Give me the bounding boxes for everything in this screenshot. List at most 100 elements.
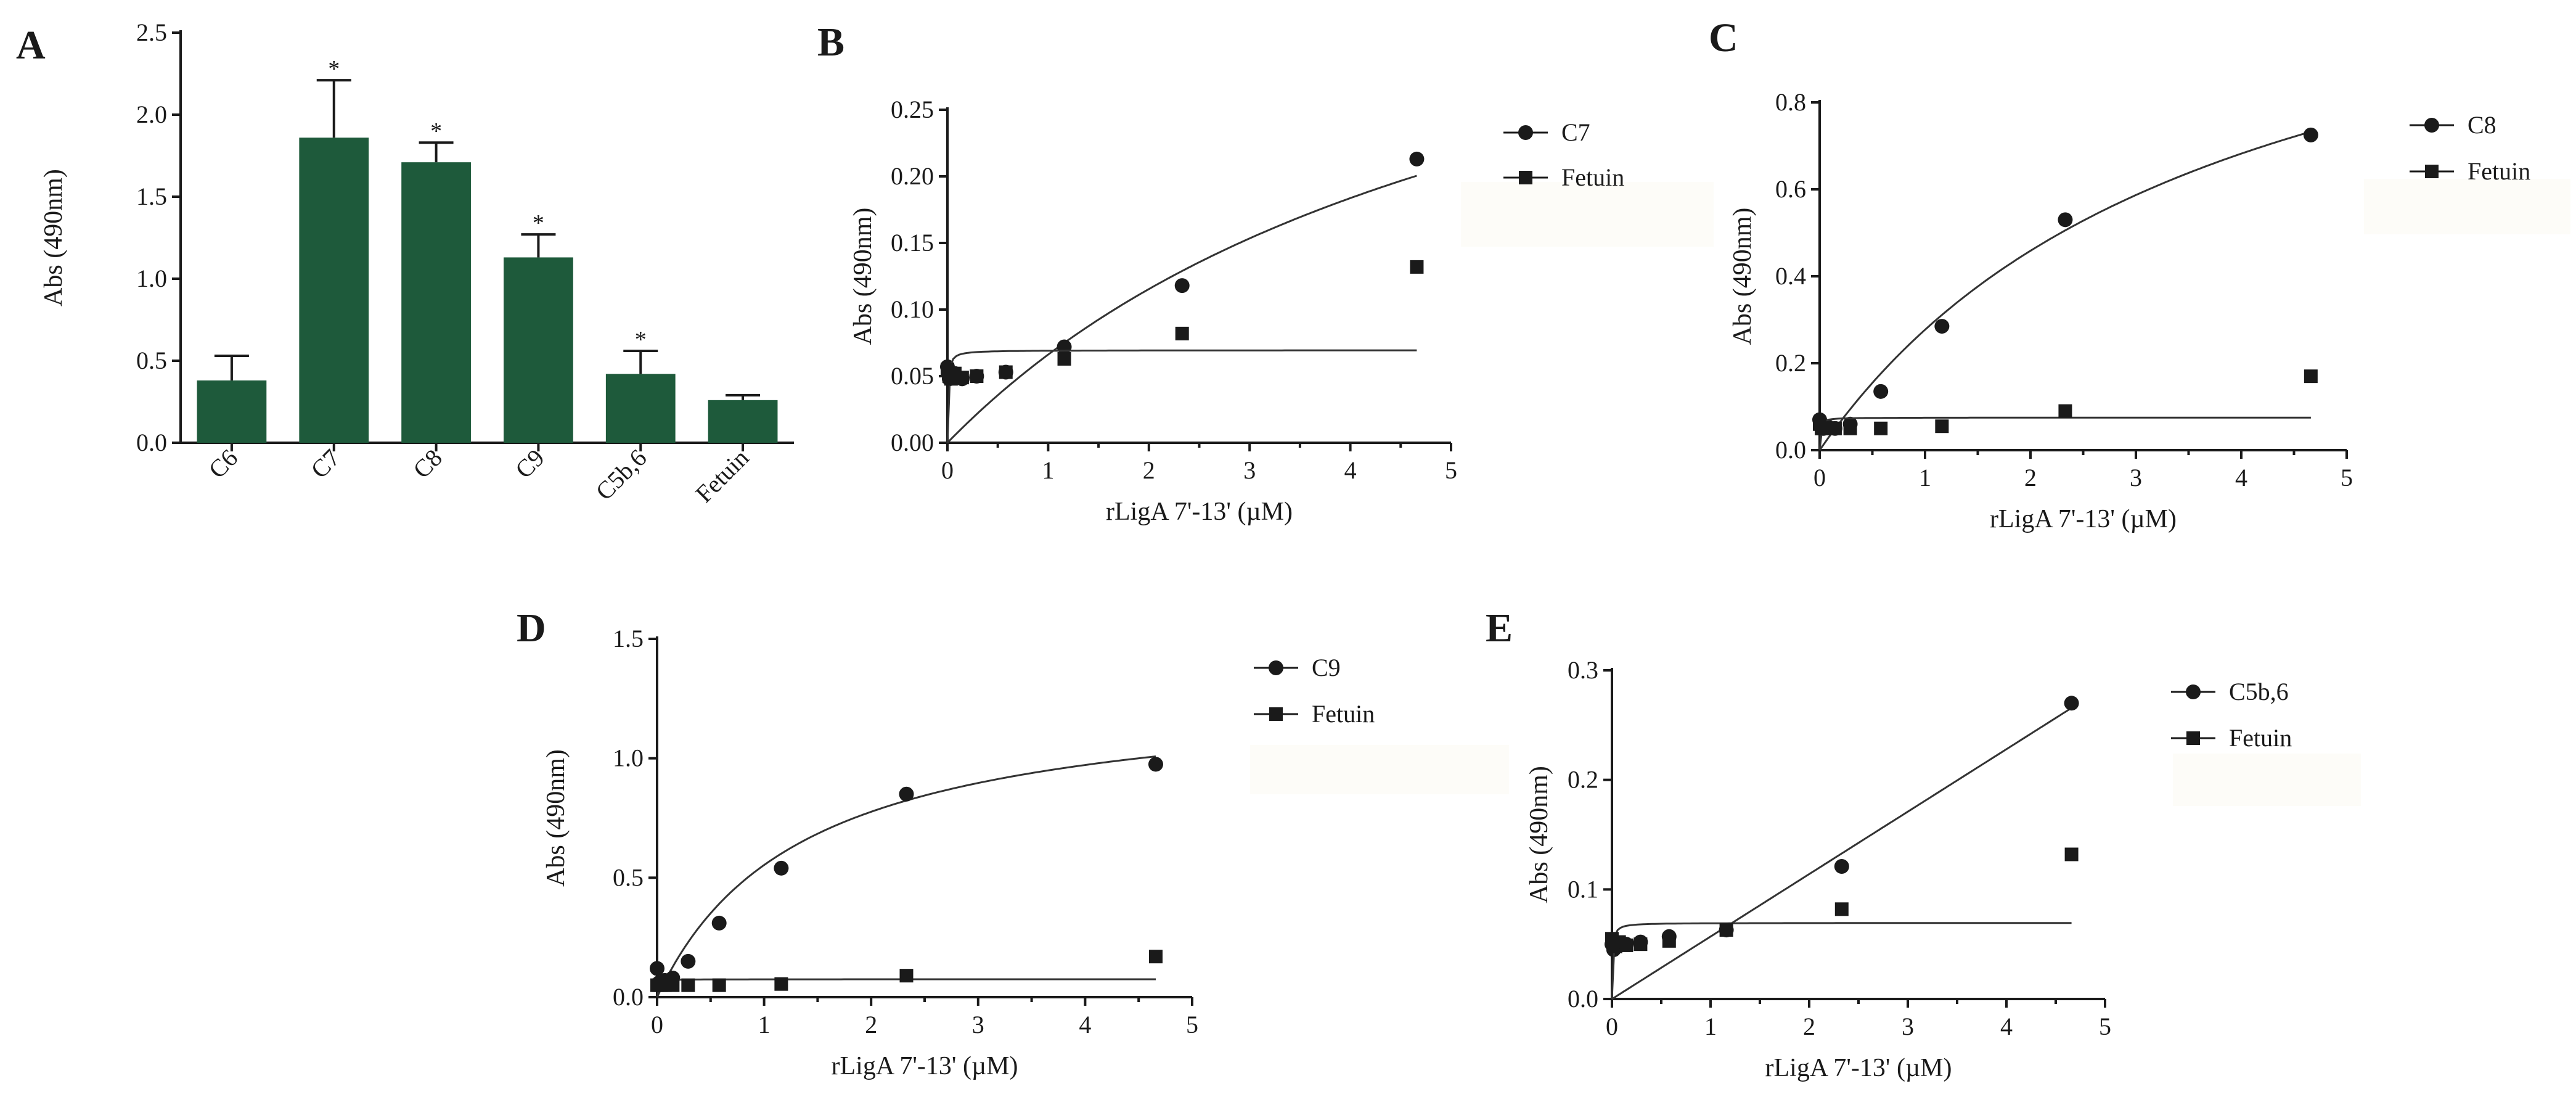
- bar: [708, 400, 778, 443]
- legend-marker: [2186, 731, 2200, 745]
- data-point: [2064, 696, 2079, 711]
- legend-label: C7: [1561, 118, 1590, 146]
- x-tick-label: 4: [1344, 456, 1357, 484]
- y-tick-label: 0.25: [891, 96, 934, 123]
- legend-marker: [1269, 707, 1283, 721]
- data-point: [1719, 923, 1733, 937]
- y-tick-label: 2.5: [136, 18, 167, 46]
- bar: [299, 138, 369, 443]
- legend-marker: [1519, 171, 1532, 184]
- y-tick-label: 0.8: [1775, 88, 1806, 116]
- x-tick-label: 3: [1902, 1013, 1914, 1040]
- data-point: [666, 978, 680, 992]
- x-tick-label: 3: [972, 1011, 984, 1038]
- significance-marker: *: [533, 210, 544, 236]
- panel-a: A 0.0 0.5 1.0 1.5 2.0 2.5 Abs (490nm) C6 * C7 * C8 * C…: [16, 18, 794, 508]
- data-point: [955, 371, 969, 385]
- significance-marker: *: [430, 118, 442, 144]
- fit-curve-c5b-6: [1611, 707, 2072, 1000]
- x-tick-label: 4: [1079, 1011, 1091, 1038]
- data-point: [2304, 369, 2318, 384]
- bar: [605, 374, 676, 443]
- fit-curve-c7: [946, 175, 1417, 444]
- data-point: [1175, 326, 1189, 340]
- x-tick-label: 5: [1445, 456, 1457, 484]
- legend-label: Fetuin: [2229, 724, 2292, 752]
- legend-label: C5b,6: [2229, 678, 2289, 705]
- panel-d: D 0.0 0.5 1.0 1.5 Abs (490nm) 0 1 2 3 4 5 rLigA 7'-1…: [517, 606, 1509, 1080]
- data-point: [1834, 902, 1849, 916]
- x-tick-label: 3: [2130, 464, 2142, 491]
- x-axis-title: rLigA 7'-13' (µM): [1765, 1054, 1952, 1082]
- y-tick-label: 0.15: [891, 229, 934, 257]
- data-point: [1873, 384, 1889, 399]
- fit-curve-fetuin: [1611, 922, 2072, 1000]
- y-tick-label: 0.00: [891, 429, 934, 456]
- y-tick-label: 0.2: [1568, 766, 1598, 794]
- category-label: C8: [407, 444, 448, 484]
- category-label: Fetuin: [690, 444, 754, 508]
- x-tick-label: 5: [2099, 1013, 2111, 1040]
- panel-letter: E: [1486, 606, 1513, 651]
- x-tick-label: 5: [1186, 1011, 1198, 1038]
- bar: [401, 162, 471, 443]
- x-axis-title: rLigA 7'-13' (µM): [1106, 498, 1293, 526]
- legend-background: [1250, 745, 1509, 794]
- data-point: [1874, 421, 1888, 435]
- legend-marker: [2186, 684, 2201, 699]
- data-point: [899, 969, 914, 983]
- fit-curve-c8: [1818, 131, 2312, 451]
- x-tick-label: 2: [865, 1011, 877, 1038]
- data-point: [2058, 404, 2072, 418]
- y-tick-label: 0.10: [891, 295, 934, 323]
- x-tick-label: 5: [2341, 464, 2353, 491]
- legend-background: [2173, 754, 2361, 806]
- data-point: [681, 978, 695, 992]
- bar: [197, 380, 267, 443]
- x-tick-label: 3: [1243, 456, 1256, 484]
- y-axis-title: Abs (490nm): [39, 169, 68, 306]
- data-point: [2064, 847, 2079, 861]
- y-axis-title: Abs (490nm): [542, 749, 570, 887]
- y-tick-label: 0.2: [1775, 349, 1806, 377]
- data-point: [1409, 151, 1425, 166]
- legend-marker: [1518, 125, 1533, 140]
- legend-marker: [2424, 118, 2439, 133]
- y-tick-label: 0.5: [136, 347, 167, 374]
- data-point: [1935, 419, 1949, 434]
- data-point: [1410, 260, 1424, 274]
- y-axis-title: Abs (490nm): [1525, 766, 1553, 903]
- x-axis-title: rLigA 7'-13' (µM): [1990, 505, 2177, 533]
- y-tick-label: 1.5: [613, 625, 644, 652]
- x-tick-label: 2: [1143, 456, 1155, 484]
- y-tick-label: 0.1: [1568, 875, 1598, 903]
- data-point: [1634, 937, 1648, 952]
- data-point: [1057, 339, 1072, 355]
- panel-c: C 0.0 0.2 0.4 0.6 0.8 Abs (490nm) 0 1 2 3 4 5 rLigA 7…: [1709, 15, 2570, 533]
- significance-marker: *: [328, 56, 340, 82]
- y-tick-label: 1.0: [613, 744, 644, 772]
- data-point: [1828, 421, 1842, 435]
- legend-label: Fetuin: [2468, 157, 2530, 185]
- x-tick-label: 1: [758, 1011, 771, 1038]
- x-tick-label: 1: [1919, 464, 1931, 491]
- fit-curve-fetuin: [1818, 416, 2311, 451]
- category-label: C7: [305, 444, 345, 484]
- y-tick-label: 0.4: [1775, 262, 1806, 290]
- legend-marker: [2425, 165, 2439, 178]
- x-tick-label: 4: [2000, 1013, 2013, 1040]
- data-point: [774, 977, 788, 991]
- data-point: [681, 953, 696, 969]
- legend-background: [2364, 179, 2570, 234]
- y-tick-label: 2.0: [136, 101, 167, 128]
- legend-label: Fetuin: [1312, 700, 1375, 728]
- x-tick-label: 0: [941, 456, 954, 484]
- panel-letter: D: [517, 606, 546, 651]
- x-axis-title: rLigA 7'-13' (µM): [832, 1052, 1018, 1080]
- x-tick-label: 1: [1704, 1013, 1717, 1040]
- panel-b: B 0.00 0.05 0.10 0.15 0.20 0.25 Abs (490nm) 0 1 2 3…: [817, 20, 1714, 526]
- y-tick-label: 0.0: [1775, 436, 1806, 464]
- y-tick-label: 0.3: [1568, 656, 1598, 684]
- data-point: [970, 369, 984, 383]
